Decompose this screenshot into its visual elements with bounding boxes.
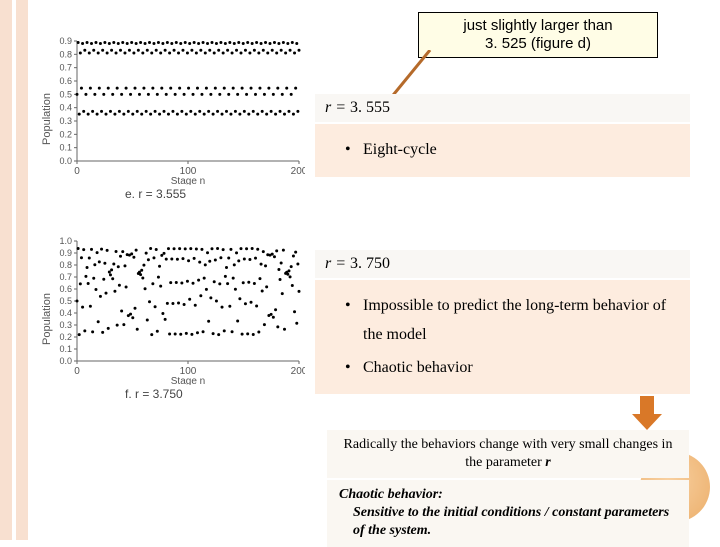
section-e-title: r = 3. 555 [315, 94, 690, 122]
chaotic-body: Sensitive to the initial conditions / co… [339, 504, 677, 540]
svg-text:0.7: 0.7 [59, 63, 72, 73]
section-f-r-value: 3. 750 [350, 255, 390, 272]
section-f-title: r = 3. 750 [315, 250, 690, 278]
left-stripe-decoration [0, 0, 40, 540]
svg-text:0.1: 0.1 [59, 344, 72, 354]
chart-f-ylabel: Population [41, 293, 53, 345]
section-f-r-prefix: r = [325, 255, 346, 272]
svg-text:0.8: 0.8 [59, 49, 72, 59]
section-f-bullet-1: Chaotic behavior [345, 354, 680, 383]
svg-text:0.3: 0.3 [59, 320, 72, 330]
svg-text:0.2: 0.2 [59, 129, 72, 139]
svg-text:0.1: 0.1 [59, 143, 72, 153]
summary-text: Radically the behaviors change with very… [344, 437, 673, 470]
svg-text:0.8: 0.8 [59, 260, 72, 270]
summary-r: r [545, 455, 550, 470]
callout-box: just slightly larger than 3. 525 (figure… [418, 12, 658, 58]
section-e-r-prefix: r = [325, 99, 346, 116]
summary-box: Radically the behaviors change with very… [327, 430, 689, 478]
section-f-bullet-0: Impossible to predict the long-term beha… [345, 292, 680, 350]
chart-f: Population 0.00.10.20.30.40.50.60.70.80.… [45, 235, 305, 385]
svg-text:0.0: 0.0 [59, 356, 72, 366]
svg-text:1.0: 1.0 [59, 236, 72, 246]
section-f-bullets: Impossible to predict the long-term beha… [315, 280, 690, 394]
svg-text:0.9: 0.9 [59, 248, 72, 258]
section-e-r-value: 3. 555 [350, 99, 390, 116]
svg-text:200: 200 [291, 166, 305, 177]
chart-e-svg: 0.00.10.20.30.40.50.60.70.80.90100200Sta… [45, 35, 305, 185]
chaotic-definition-box: Chaotic behavior: Sensitive to the initi… [327, 480, 689, 547]
callout-line1: just slightly larger than [463, 17, 612, 34]
svg-text:0.7: 0.7 [59, 272, 72, 282]
svg-text:0.2: 0.2 [59, 332, 72, 342]
section-e-bullets: Eight-cycle [315, 124, 690, 177]
chart-e: Population 0.00.10.20.30.40.50.60.70.80.… [45, 35, 305, 185]
callout-line2: 3. 525 (figure d) [485, 35, 591, 52]
svg-text:0.4: 0.4 [59, 103, 72, 113]
svg-text:0.3: 0.3 [59, 116, 72, 126]
chart-f-svg: 0.00.10.20.30.40.50.60.70.80.91.00100200… [45, 235, 305, 385]
svg-text:0.6: 0.6 [59, 76, 72, 86]
svg-text:0.5: 0.5 [59, 89, 72, 99]
section-e-bullet-0: Eight-cycle [345, 136, 680, 165]
chaotic-heading: Chaotic behavior: [339, 486, 677, 504]
svg-text:Stage n: Stage n [171, 176, 205, 185]
svg-text:0.5: 0.5 [59, 296, 72, 306]
svg-text:0: 0 [74, 366, 80, 377]
svg-text:0.4: 0.4 [59, 308, 72, 318]
svg-text:200: 200 [291, 366, 305, 377]
svg-text:0.9: 0.9 [59, 36, 72, 46]
svg-text:Stage n: Stage n [171, 376, 205, 385]
chart-f-caption: f. r = 3.750 [125, 387, 183, 401]
svg-text:0.0: 0.0 [59, 156, 72, 166]
chart-e-caption: e. r = 3.555 [125, 187, 186, 201]
chart-e-ylabel: Population [41, 93, 53, 145]
svg-text:0.6: 0.6 [59, 284, 72, 294]
svg-text:0: 0 [74, 166, 80, 177]
